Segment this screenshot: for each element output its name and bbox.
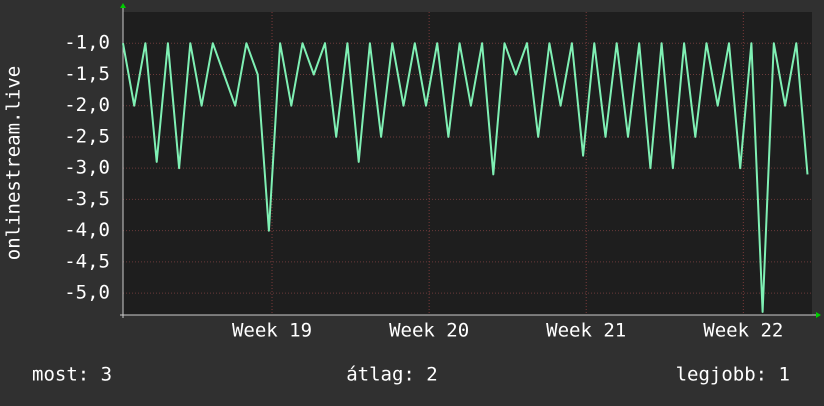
- y-tick-label: -4,0: [64, 219, 110, 241]
- data-line: [122, 42, 809, 313]
- y-axis-label: onlinestream.live: [3, 66, 25, 260]
- x-tick-label: Week 19: [232, 320, 312, 342]
- y-tick-label: -3,5: [64, 188, 110, 210]
- x-tick-label: Week 20: [389, 320, 469, 342]
- x-axis-arrow: [816, 312, 821, 318]
- legend-average: átlag: 2: [346, 364, 438, 386]
- y-tick-label: -1,0: [64, 32, 110, 54]
- y-tick-label: -1,5: [64, 63, 110, 85]
- y-tick-label: -5,0: [64, 282, 110, 304]
- y-tick-label: -2,0: [64, 94, 110, 116]
- y-tick-label: -2,5: [64, 125, 110, 147]
- legend-current: most: 3: [32, 364, 112, 386]
- x-tick-label: Week 21: [546, 320, 626, 342]
- x-tick-label: Week 22: [703, 320, 783, 342]
- y-tick-label: -4,5: [64, 250, 110, 272]
- legend-best: legjobb: 1: [676, 364, 790, 386]
- plot-area: [123, 12, 812, 315]
- y-tick-label: -3,0: [64, 157, 110, 179]
- y-axis-arrow: [120, 3, 126, 8]
